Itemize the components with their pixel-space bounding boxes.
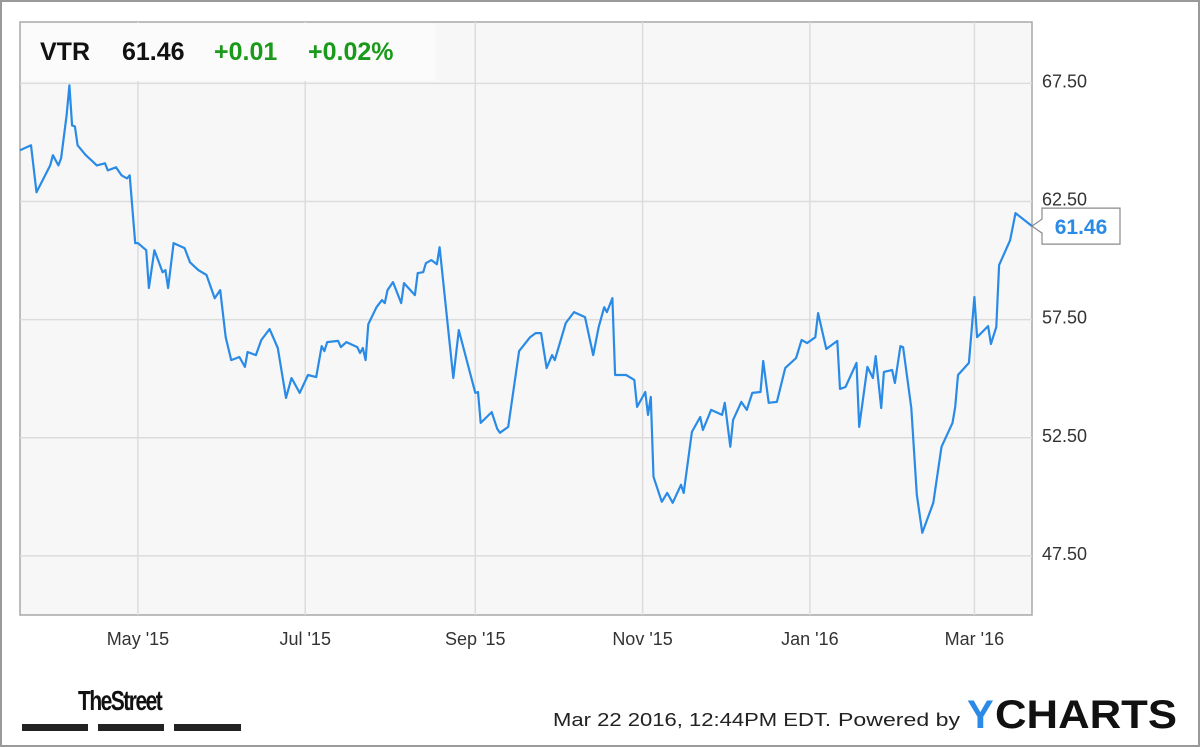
logo-bar xyxy=(174,724,241,731)
last-value-label: 61.46 xyxy=(1055,216,1108,239)
x-tick-label: Jul '15 xyxy=(279,629,330,649)
y-tick-label: 57.50 xyxy=(1042,308,1087,328)
plot-area xyxy=(19,21,1033,616)
gridlines xyxy=(20,22,1032,615)
x-tick-label: May '15 xyxy=(107,629,169,649)
ticker-symbol: VTR xyxy=(40,38,90,66)
powered-by: Powered by xyxy=(838,710,960,730)
x-tick-label: Mar '16 xyxy=(945,629,1004,649)
x-axis: May '15 Jul '15 Sep '15 Nov '15 Jan '16 Mar '… xyxy=(107,629,1004,649)
last-price: 61.46 xyxy=(122,38,185,66)
x-tick-label: Jan '16 xyxy=(781,629,838,649)
ycharts-logo-y: Y xyxy=(967,693,994,737)
last-value-callout: 61.46 xyxy=(1030,207,1121,245)
header-box xyxy=(21,23,435,81)
logo-bar xyxy=(98,724,164,731)
thestreet-logo: TheStreet xyxy=(22,686,241,731)
y-tick-label: 47.50 xyxy=(1042,544,1087,564)
x-tick-label: Sep '15 xyxy=(445,629,506,649)
x-tick-label: Nov '15 xyxy=(612,629,672,649)
price-series-line xyxy=(19,84,1033,534)
price-change-percent: +0.02% xyxy=(308,38,394,66)
y-tick-label: 62.50 xyxy=(1042,190,1087,210)
y-tick-label: 52.50 xyxy=(1042,426,1087,446)
price-change: +0.01 xyxy=(214,38,277,66)
y-tick-label: 67.50 xyxy=(1042,71,1087,91)
timestamp: Mar 22 2016, 12:44PM EDT. xyxy=(553,710,831,730)
y-axis: 47.50 52.50 57.50 62.50 67.50 xyxy=(1042,71,1087,564)
thestreet-logo-text: TheStreet xyxy=(78,686,163,717)
ycharts-logo-text: CHARTS xyxy=(995,693,1177,737)
logo-bar xyxy=(22,724,88,731)
